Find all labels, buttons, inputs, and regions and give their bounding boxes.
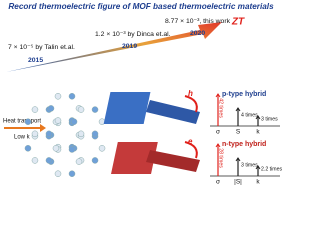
mof-lattice	[24, 93, 106, 177]
lattice-node	[31, 157, 39, 164]
timeline-value: 8.77 × 10⁻³, this work	[165, 18, 231, 25]
panel-title: p-type hybrid	[222, 91, 266, 98]
title: Record thermoelectric figure of MOF base…	[8, 2, 274, 11]
bar-label: 42 times	[218, 98, 224, 118]
lattice-node	[70, 118, 78, 125]
electron-label: e	[188, 137, 193, 146]
lattice-node	[77, 130, 85, 138]
bar-arrow-head	[215, 93, 221, 98]
bar-arrow-head	[235, 157, 241, 162]
figure: Record thermoelectric figure of MOF base…	[3, 2, 282, 186]
bar-axis-label: k	[256, 179, 260, 186]
bar-arrow-head	[215, 143, 221, 148]
bar-label: 28 times	[218, 148, 224, 168]
timeline-value: 7 × 10⁻⁵ by Talin et.al.	[8, 44, 75, 51]
panel-title: n-type hybrid	[222, 141, 266, 148]
bar-axis-label: |S|	[234, 179, 242, 186]
heat-arrow	[4, 124, 46, 132]
lattice-node	[91, 130, 99, 138]
lattice-node	[24, 145, 32, 152]
bar-arrow-head	[255, 165, 261, 170]
zt-arrow	[6, 22, 222, 72]
lattice-node	[68, 170, 76, 177]
heat-sublabel: Low k	[14, 135, 31, 141]
lattice-node	[31, 130, 39, 138]
bar-label: 2.2 times	[261, 166, 282, 172]
bar-arrow-head	[235, 107, 241, 112]
lattice-node	[75, 158, 83, 165]
timeline-year: 2015	[28, 57, 43, 64]
bar-label: 3 times	[241, 162, 258, 168]
lattice-node	[47, 105, 55, 112]
bar-label: 3 times	[261, 116, 278, 122]
p-hybrid-graphic	[103, 92, 200, 124]
bar-label: 4 times	[241, 112, 258, 118]
timeline-value: 1.2 × 10⁻³ by Dinca et.al.	[95, 31, 171, 38]
hole-label: h	[188, 89, 193, 98]
lattice-node	[68, 146, 76, 153]
lattice-node	[68, 93, 76, 100]
bar-arrow-head	[255, 115, 261, 120]
lattice-node	[24, 118, 32, 125]
lattice-node	[54, 93, 62, 100]
lattice-node	[91, 106, 99, 113]
timeline-year: 2019	[122, 43, 137, 50]
bar-axis-label: σ	[216, 129, 220, 136]
bar-axis-label: k	[256, 129, 260, 136]
lattice-node	[54, 170, 62, 177]
n-hybrid-graphic	[111, 141, 200, 174]
zt-label: ZT	[231, 17, 245, 28]
lattice-node	[52, 145, 60, 152]
heat-label: Heat transport	[3, 119, 41, 125]
timeline-year: 2020	[190, 30, 205, 37]
bar-axis-label: σ	[216, 179, 220, 186]
lattice-node	[31, 106, 39, 113]
lattice-node	[45, 130, 53, 138]
lattice-node	[54, 117, 62, 124]
lattice-node	[77, 106, 85, 113]
lattice-node	[98, 145, 106, 152]
bar-axis-label: S	[236, 129, 241, 136]
lattice-node	[91, 157, 99, 164]
lattice-node	[45, 157, 53, 164]
